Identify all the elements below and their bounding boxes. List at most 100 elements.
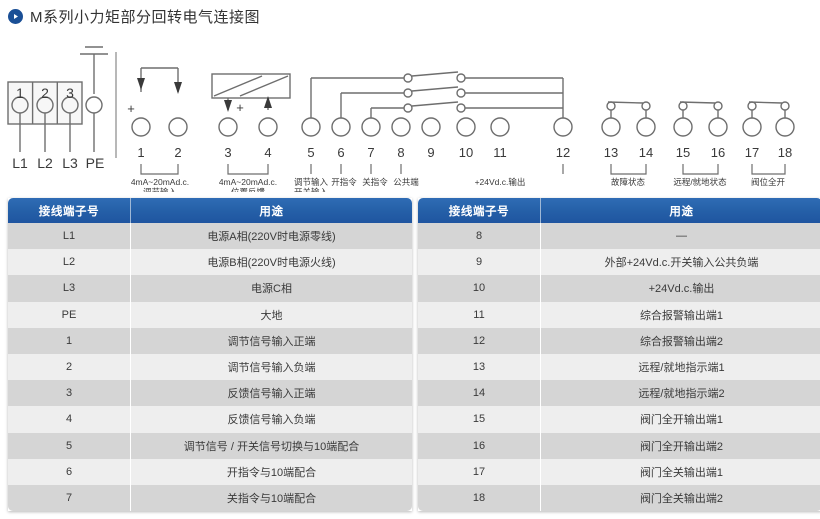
annotation-brackets: [140, 164, 786, 175]
cell-usage: 综合报警输出端1: [540, 301, 820, 328]
terminal-num-11: 11: [493, 145, 507, 160]
terminal-num-10: 10: [459, 145, 473, 160]
cell-terminal: 15: [418, 406, 541, 433]
cell-terminal: L2: [8, 249, 131, 276]
cell-usage: 调节信号输入负端: [130, 353, 412, 381]
table-row: 16 阀门全开输出端2: [418, 432, 820, 459]
adjust-input-loop: [140, 67, 179, 92]
terminal-num-1: 1: [137, 145, 144, 160]
cell-usage: +24Vd.c.输出: [540, 275, 820, 302]
cell-terminal: 7: [8, 484, 131, 512]
table-row: 10 +24Vd.c.输出: [418, 275, 820, 302]
table-row: 3 反馈信号输入正端: [8, 380, 412, 407]
ann-10-line1: +24Vd.c.输出: [475, 177, 526, 187]
ann-1-2-line2: 调节输入: [143, 187, 178, 192]
polarity-plus-2: +: [236, 100, 244, 115]
cell-terminal: 6: [8, 458, 131, 485]
table-row: L1 电源A相(220V时电源零线): [8, 223, 412, 250]
table-header-row: 接线端子号 用途: [418, 198, 820, 223]
table-row: 14 远程/就地指示端2: [418, 380, 820, 407]
table-row: 1 调节信号输入正端: [8, 327, 412, 354]
cell-terminal: 17: [418, 458, 541, 485]
table-row: 9 外部+24Vd.c.开关输入公共负端: [418, 249, 820, 276]
play-circle-icon: [8, 9, 23, 24]
polarity-plus-1: +: [127, 101, 135, 116]
cell-terminal: L3: [8, 275, 131, 302]
cell-usage: 外部+24Vd.c.开关输入公共负端: [540, 249, 820, 276]
cell-usage: 电源C相: [130, 275, 412, 302]
cell-terminal: 8: [418, 223, 541, 250]
terminal-table-right: 接线端子号 用途 8—9 外部+24Vd.c.开关输入公共负端 10 +24Vd.c.…: [418, 198, 820, 512]
block-num-3: 3: [66, 85, 74, 101]
cell-usage: 调节信号输入正端: [130, 327, 412, 354]
cell-usage: 阀门全开输出端1: [540, 406, 820, 433]
terminal-num-7: 7: [367, 145, 374, 160]
ann-15-16-line1: 阀位全开: [751, 177, 786, 187]
ann-5-line1: 调节输入: [294, 177, 329, 187]
table-body-right: 8—9 外部+24Vd.c.开关输入公共负端 10 +24Vd.c.输出 11 综合报警输…: [418, 223, 820, 512]
cell-usage: 综合报警输出端2: [540, 327, 820, 354]
earth-ground-icon: [80, 46, 108, 94]
table-row: 7 关指令与10端配合: [8, 484, 412, 512]
terminal-num-12: 12: [556, 145, 570, 160]
ann-7-line1: 关指令: [362, 177, 388, 187]
cell-usage: 反馈信号输入负端: [130, 406, 412, 433]
terminal-num-5: 5: [307, 145, 314, 160]
table-row: 17 阀门全关输出端1: [418, 458, 820, 485]
ann-6-line1: 开指令: [331, 177, 357, 187]
cell-terminal: 13: [418, 353, 541, 381]
cell-usage: 反馈信号输入正端: [130, 380, 412, 407]
cell-usage: 开指令与10端配合: [130, 458, 412, 485]
table-row: L3 电源C相: [8, 275, 412, 302]
annotation-ticks: [310, 164, 564, 174]
table-row: 13 远程/就地指示端1: [418, 353, 820, 381]
cell-terminal: 2: [8, 353, 131, 381]
terminal-num-14: 14: [639, 145, 653, 160]
ann-8-line1: 公共端: [393, 177, 419, 187]
cell-terminal: 14: [418, 380, 541, 407]
cell-terminal: 16: [418, 432, 541, 459]
arrow-up-t4: [264, 96, 272, 108]
page-title-bar: M系列小力矩部分回转电气连接图: [8, 6, 260, 27]
relay-contact-pairs: [606, 101, 790, 118]
table-body-left: L1 电源A相(220V时电源零线) L2 电源B相(220V时电源火线) L3 电源C相…: [8, 223, 412, 512]
cell-terminal: 4: [8, 406, 131, 433]
command-switch-group: [310, 71, 564, 118]
cell-terminal: 11: [418, 301, 541, 328]
table-row: PE 大地: [8, 301, 412, 328]
terminal-num-15: 15: [676, 145, 690, 160]
ann-5-line2: 开关输入: [294, 187, 329, 192]
terminal-num-2: 2: [174, 145, 181, 160]
terminal-tables: 接线端子号 用途 L1 电源A相(220V时电源零线) L2 电源B相(220V时电源…: [8, 198, 820, 512]
cell-terminal: L1: [8, 223, 131, 250]
terminal-num-9: 9: [427, 145, 434, 160]
terminal-circle-pe: [85, 96, 103, 114]
table-row: 8—: [418, 223, 820, 250]
ann-3-4-line1: 4mA~20mAd.c.: [219, 177, 277, 187]
table-row: 4 反馈信号输入负端: [8, 406, 412, 433]
cell-usage: 远程/就地指示端2: [540, 380, 820, 407]
cell-usage: 电源A相(220V时电源零线): [130, 223, 412, 250]
cell-terminal: 10: [418, 275, 541, 302]
cell-usage: —: [540, 223, 820, 250]
label-l1: L1: [12, 155, 28, 171]
header-terminal: 接线端子号: [8, 198, 131, 223]
cell-usage: 远程/就地指示端1: [540, 353, 820, 381]
cell-terminal: 1: [8, 327, 131, 354]
block-num-2: 2: [41, 85, 49, 101]
table-row: 2 调节信号输入负端: [8, 353, 412, 381]
cell-terminal: 3: [8, 380, 131, 407]
arrow-up-t1: [137, 78, 145, 90]
ann-1-2-line1: 4mA~20mAd.c.: [131, 177, 189, 187]
cell-terminal: 12: [418, 327, 541, 354]
terminal-num-16: 16: [711, 145, 725, 160]
terminal-num-13: 13: [604, 145, 618, 160]
position-feedback-block: [211, 73, 291, 110]
cell-usage: 调节信号 / 开关信号切换与10端配合: [130, 432, 412, 459]
block-num-1: 1: [16, 85, 24, 101]
table-row: 6 开指令与10端配合: [8, 458, 412, 485]
page-title: M系列小力矩部分回转电气连接图: [30, 9, 260, 26]
terminal-num-8: 8: [397, 145, 404, 160]
cell-usage: 阀门全关输出端2: [540, 484, 820, 512]
cell-usage: 阀门全关输出端1: [540, 458, 820, 485]
